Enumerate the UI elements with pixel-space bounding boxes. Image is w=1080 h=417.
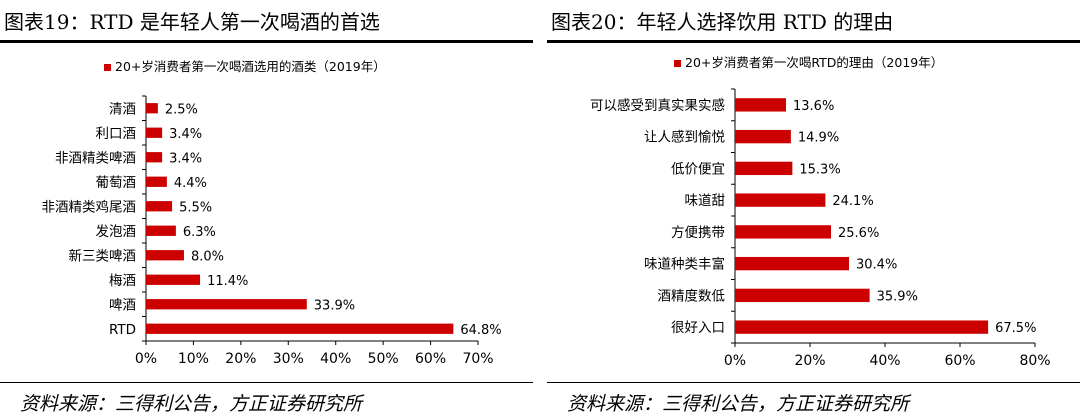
legend-label: 20+岁消费者第一次喝RTD的理由（2019年） <box>685 55 943 70</box>
left-source-rule <box>0 382 533 383</box>
x-tick-label: 60% <box>944 353 975 369</box>
right-source-rule <box>547 382 1080 383</box>
category-label: 很好入口 <box>671 320 725 336</box>
left-source-note: 资料来源：三得利公告，方正证券研究所 <box>20 393 363 415</box>
right-chart-title: 图表20：年轻人选择饮用 RTD 的理由 <box>551 10 894 34</box>
category-label: 梅酒 <box>109 273 136 289</box>
data-label: 14.9% <box>798 131 839 146</box>
bar <box>735 98 786 112</box>
x-tick-label: 10% <box>178 351 209 367</box>
category-label: 新三类啤酒 <box>69 248 137 264</box>
category-label: 味道种类丰富 <box>644 256 725 273</box>
category-label: 啤酒 <box>109 297 136 313</box>
bar <box>146 274 201 285</box>
data-label: 15.3% <box>799 162 840 177</box>
right-title-rule <box>547 40 1080 43</box>
bar <box>146 176 167 187</box>
data-label: 5.5% <box>179 200 212 215</box>
data-label: 8.0% <box>191 249 224 264</box>
data-label: 13.6% <box>793 99 834 114</box>
bar <box>146 323 454 334</box>
category-label: 葡萄酒 <box>96 175 137 191</box>
category-label: 发泡酒 <box>96 224 137 240</box>
bar <box>146 225 176 236</box>
data-label: 24.1% <box>832 194 873 209</box>
category-label: 可以感受到真实果实感 <box>590 97 725 114</box>
category-label: 非酒精类啤酒 <box>55 150 136 166</box>
x-tick-label: 40% <box>320 351 351 367</box>
x-tick-label: 70% <box>462 351 493 367</box>
data-label: 67.5% <box>995 321 1036 336</box>
bar <box>735 320 989 334</box>
bar <box>735 225 831 239</box>
bar <box>735 288 870 303</box>
x-tick-label: 60% <box>415 351 446 367</box>
x-tick-label: 50% <box>368 351 399 367</box>
x-tick-label: 80% <box>1019 353 1050 369</box>
category-label: 非酒精类鸡尾酒 <box>42 198 137 215</box>
bar <box>146 103 158 114</box>
right-chart-panel: 图表20：年轻人选择饮用 RTD 的理由 20+岁消费者第一次喝RTD的理由（2… <box>547 0 1080 417</box>
bar <box>146 201 173 212</box>
legend-swatch <box>674 60 681 67</box>
right-source-note: 资料来源：三得利公告，方正证券研究所 <box>567 393 910 415</box>
data-label: 3.4% <box>169 151 202 166</box>
data-label: 3.4% <box>169 127 202 142</box>
category-label: 让人感到愉悦 <box>644 129 725 146</box>
bar <box>146 127 163 138</box>
left-title-rule <box>0 40 533 43</box>
x-tick-label: 0% <box>724 353 746 369</box>
bar <box>735 129 791 144</box>
left-chart-panel: 图表19：RTD 是年轻人第一次喝酒的首选 20+岁消费者第一次喝酒选用的酒类（… <box>0 0 533 417</box>
bar <box>146 250 184 261</box>
bar <box>735 256 849 271</box>
x-tick-label: 30% <box>273 351 304 367</box>
category-label: 清酒 <box>109 101 136 117</box>
data-label: 25.6% <box>838 226 879 241</box>
x-tick-label: 20% <box>794 353 825 369</box>
left-bar-chart: 20+岁消费者第一次喝酒选用的酒类（2019年） 0% 10% 20% 30% 40% 50… <box>42 59 502 367</box>
legend-label: 20+岁消费者第一次喝酒选用的酒类（2019年） <box>115 59 386 74</box>
category-label: 方便携带 <box>671 225 725 241</box>
bar <box>146 299 307 310</box>
data-label: 64.8% <box>460 323 501 338</box>
data-label: 2.5% <box>165 102 198 117</box>
data-label: 33.9% <box>314 298 355 313</box>
data-label: 11.4% <box>207 274 248 289</box>
category-label: 味道甜 <box>685 193 726 209</box>
x-tick-label: 20% <box>225 351 256 367</box>
category-label: 利口酒 <box>96 126 137 142</box>
legend-swatch <box>104 64 111 71</box>
left-chart-title: 图表19：RTD 是年轻人第一次喝酒的首选 <box>4 10 380 34</box>
category-label: 酒精度数低 <box>658 288 726 304</box>
x-tick-label: 0% <box>135 351 157 367</box>
category-label: 低价便宜 <box>671 161 725 177</box>
data-label: 6.3% <box>183 225 216 240</box>
bar <box>146 152 163 163</box>
data-label: 35.9% <box>877 289 918 304</box>
category-label: RTD <box>109 322 136 338</box>
right-bar-chart: 20+岁消费者第一次喝RTD的理由（2019年） 0% 20% 40% 60% 80% 可以… <box>590 55 1051 369</box>
bar <box>735 193 826 207</box>
data-label: 4.4% <box>174 176 207 191</box>
data-label: 30.4% <box>856 258 897 273</box>
x-tick-label: 40% <box>869 353 900 369</box>
bar <box>735 161 793 176</box>
